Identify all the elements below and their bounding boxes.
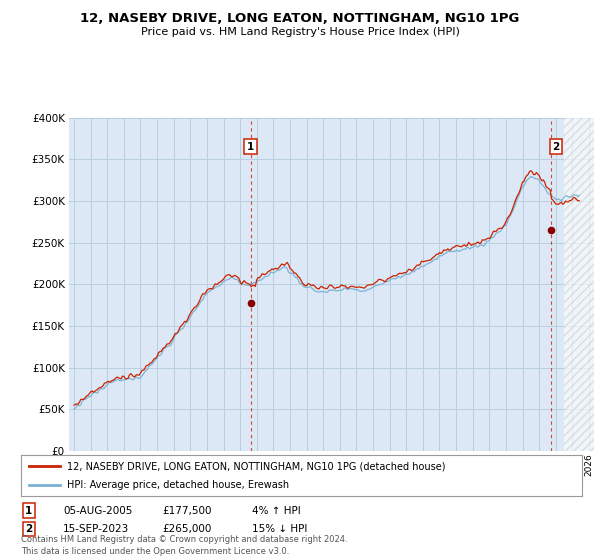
Text: 4% ↑ HPI: 4% ↑ HPI: [252, 506, 301, 516]
Text: 12, NASEBY DRIVE, LONG EATON, NOTTINGHAM, NG10 1PG (detached house): 12, NASEBY DRIVE, LONG EATON, NOTTINGHAM…: [67, 461, 446, 471]
Text: Price paid vs. HM Land Registry's House Price Index (HPI): Price paid vs. HM Land Registry's House …: [140, 27, 460, 38]
Text: Contains HM Land Registry data © Crown copyright and database right 2024.
This d: Contains HM Land Registry data © Crown c…: [21, 535, 347, 556]
Text: £177,500: £177,500: [162, 506, 212, 516]
Text: 15% ↓ HPI: 15% ↓ HPI: [252, 524, 307, 534]
Text: 1: 1: [25, 506, 32, 516]
Text: 05-AUG-2005: 05-AUG-2005: [63, 506, 133, 516]
Text: £265,000: £265,000: [162, 524, 211, 534]
Text: 2: 2: [25, 524, 32, 534]
Text: 15-SEP-2023: 15-SEP-2023: [63, 524, 129, 534]
Text: HPI: Average price, detached house, Erewash: HPI: Average price, detached house, Erew…: [67, 480, 289, 489]
Text: 1: 1: [247, 142, 254, 152]
Text: 12, NASEBY DRIVE, LONG EATON, NOTTINGHAM, NG10 1PG: 12, NASEBY DRIVE, LONG EATON, NOTTINGHAM…: [80, 12, 520, 25]
Text: 2: 2: [552, 142, 560, 152]
